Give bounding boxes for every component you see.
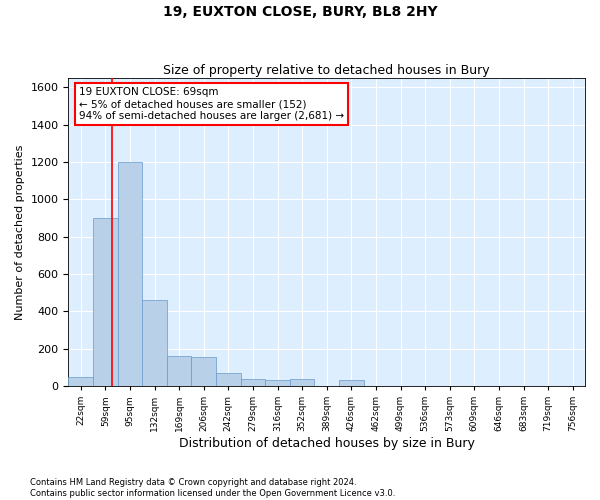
- Bar: [93, 218, 118, 386]
- Title: Size of property relative to detached houses in Bury: Size of property relative to detached ho…: [163, 64, 490, 77]
- Bar: [265, 380, 290, 386]
- Bar: [191, 357, 216, 386]
- Bar: [339, 380, 364, 386]
- X-axis label: Distribution of detached houses by size in Bury: Distribution of detached houses by size …: [179, 437, 475, 450]
- Bar: [68, 376, 93, 386]
- Text: 19, EUXTON CLOSE, BURY, BL8 2HY: 19, EUXTON CLOSE, BURY, BL8 2HY: [163, 5, 437, 19]
- Bar: [216, 373, 241, 386]
- Bar: [241, 378, 265, 386]
- Bar: [290, 378, 314, 386]
- Y-axis label: Number of detached properties: Number of detached properties: [15, 144, 25, 320]
- Text: Contains HM Land Registry data © Crown copyright and database right 2024.
Contai: Contains HM Land Registry data © Crown c…: [30, 478, 395, 498]
- Bar: [167, 356, 191, 386]
- Bar: [142, 300, 167, 386]
- Bar: [118, 162, 142, 386]
- Text: 19 EUXTON CLOSE: 69sqm
← 5% of detached houses are smaller (152)
94% of semi-det: 19 EUXTON CLOSE: 69sqm ← 5% of detached …: [79, 88, 344, 120]
